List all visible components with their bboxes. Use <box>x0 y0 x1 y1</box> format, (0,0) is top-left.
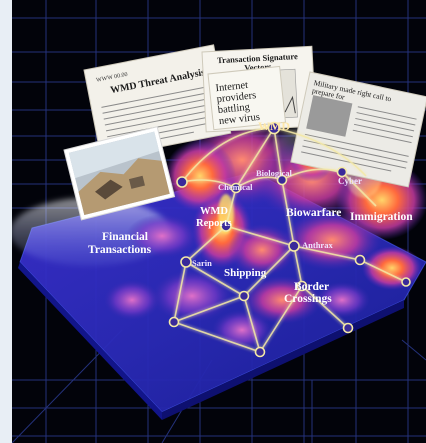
node-wmd-reports <box>220 220 232 232</box>
node-shipping <box>238 290 250 302</box>
label-sarin: Sarin <box>192 258 212 268</box>
photo-desert-scene <box>63 126 176 221</box>
node-east <box>401 277 411 287</box>
label-wmd: WMD <box>258 119 290 133</box>
label-biowarfare: Biowarfare <box>286 207 341 219</box>
label-cyber: Cyber <box>338 176 362 186</box>
signature-title: Transaction SignatureVectors <box>217 51 299 74</box>
network-nodes <box>168 121 411 358</box>
node-biological <box>276 174 288 186</box>
label-biological: Biological <box>256 168 293 178</box>
visualization-scene: WWW 00.00 WMD Threat Analysis Transactio… <box>12 0 426 443</box>
svg-text:WWW 00.00: WWW 00.00 <box>96 72 128 84</box>
node-cyber <box>336 166 348 178</box>
node-wmd <box>267 121 281 135</box>
label-anthrax: Anthrax <box>302 240 333 250</box>
node-border <box>296 280 308 292</box>
node-south <box>254 346 266 358</box>
node-sarin <box>180 256 192 268</box>
map-labels: WMD Biological Chemical Cyber WMD Report… <box>88 119 413 305</box>
document-military-article: Military made right call toprepare for <box>290 71 426 188</box>
node-south-left <box>168 316 180 328</box>
haze-left <box>12 198 170 266</box>
label-wmd-reports-line2: Reports <box>196 218 232 229</box>
internet-headline: Internetprovidersbattlingnew virus <box>215 79 260 127</box>
label-immigration: Immigration <box>350 211 413 223</box>
node-left <box>176 176 188 188</box>
label-shipping: Shipping <box>224 267 267 279</box>
node-immigration <box>354 254 366 266</box>
left-margin-strip <box>0 0 12 443</box>
node-chemical <box>230 182 242 194</box>
label-border-line2: Crossings <box>284 293 332 305</box>
node-anthrax <box>288 240 300 252</box>
label-financial-line2: Transactions <box>88 244 152 256</box>
network-links <box>173 127 407 353</box>
node-south-right <box>342 322 354 334</box>
document-internet-providers: Internetprovidersbattlingnew virus <box>207 65 287 131</box>
label-financial-line1: Financial <box>102 231 148 243</box>
label-chemical: Chemical <box>218 182 253 192</box>
label-border-line1: Border <box>294 281 329 293</box>
label-wmd-reports-line1: WMD <box>200 206 228 217</box>
scene-svg: WWW 00.00 WMD Threat Analysis Transactio… <box>12 0 426 443</box>
